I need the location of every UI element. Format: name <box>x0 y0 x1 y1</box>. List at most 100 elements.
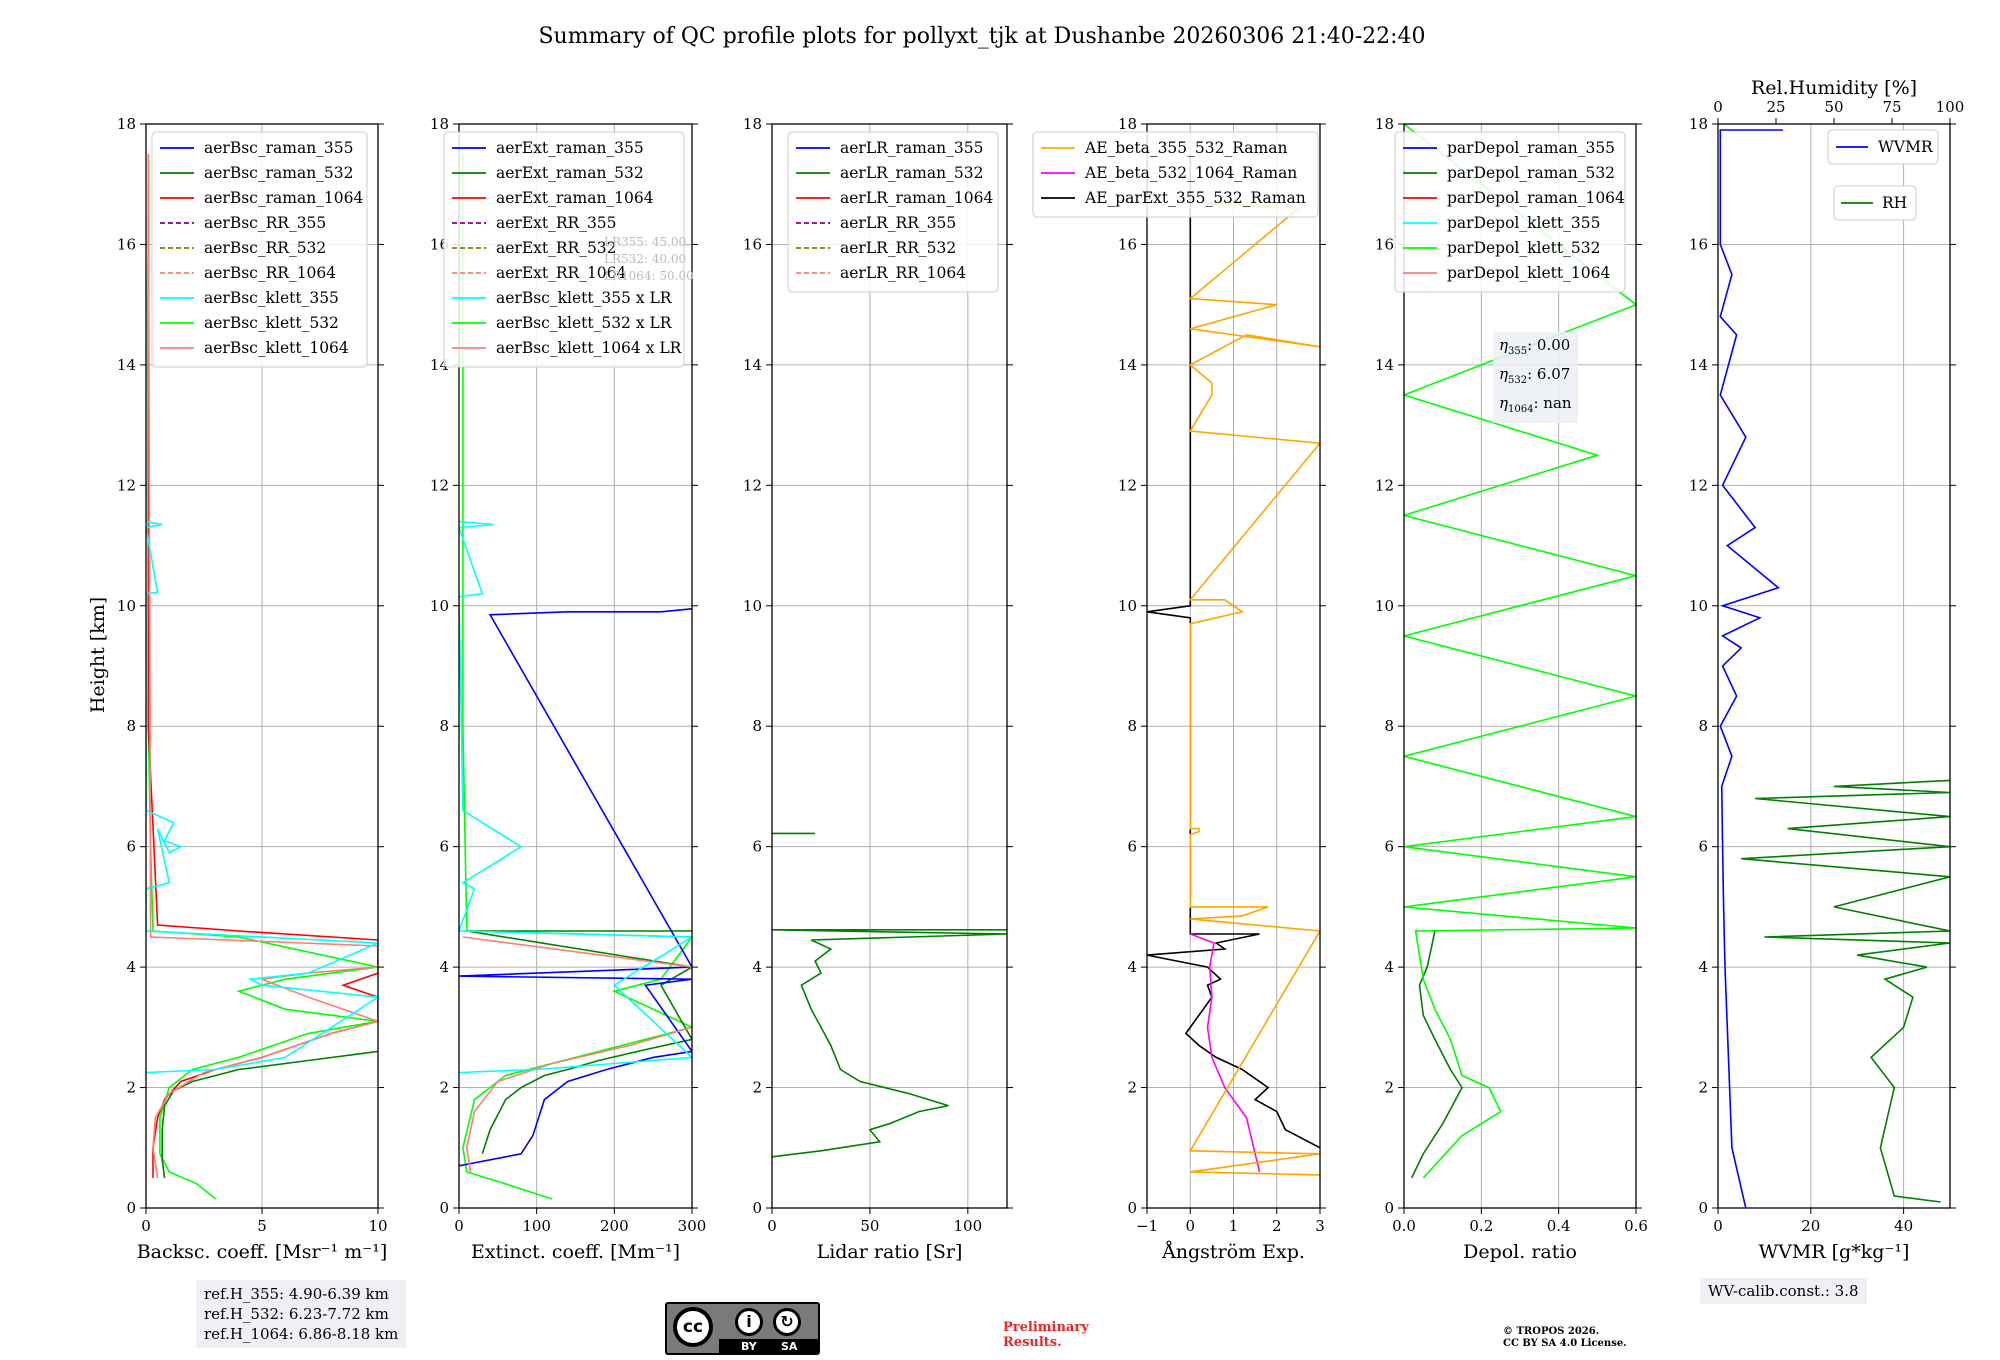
axes-frame <box>1717 123 1951 1209</box>
y-tick-label: 4 <box>126 958 136 976</box>
series-line-aerBsc_klett_1064 <box>147 154 378 1179</box>
legend-label: aerBsc_klett_355 x LR <box>496 289 673 307</box>
y-tick-label: 14 <box>1375 356 1394 374</box>
legend-label: aerLR_raman_532 <box>840 164 983 182</box>
legend-label: aerBsc_RR_355 <box>204 214 326 232</box>
y-tick-label: 0 <box>752 1199 762 1217</box>
wv-calibration-box: WV-calib.const.: 3.8 <box>1700 1278 1867 1304</box>
share-alike-icon: ↻ <box>773 1308 801 1336</box>
y-tick-label: 12 <box>1118 476 1137 494</box>
x-tick-label: 40 <box>1894 1217 1913 1235</box>
y-tick-label: 10 <box>430 597 449 615</box>
x-tick-label: −1 <box>1136 1217 1158 1235</box>
y-tick-label: 18 <box>117 115 136 133</box>
y-tick-label: 10 <box>1118 597 1137 615</box>
x-tick-label: 0.4 <box>1547 1217 1571 1235</box>
x-axis-label: Ångström Exp. <box>1161 1241 1305 1263</box>
y-tick-label: 10 <box>1689 597 1708 615</box>
legend-label: aerExt_raman_355 <box>496 139 644 157</box>
top-x-tick-label: 0 <box>1713 98 1723 116</box>
series-line-aerBsc_klett_1064 x LR <box>462 936 692 1173</box>
legend-box <box>1394 131 1626 293</box>
legend-label: aerBsc_RR_532 <box>204 239 326 257</box>
y-tick-label: 8 <box>1127 717 1137 735</box>
legend-box-rh <box>1833 185 1917 221</box>
lr-note-0: LR355: 45.00 <box>604 235 686 249</box>
eta-355: η355: 0.00 <box>1499 336 1571 357</box>
x-tick-label: 0 <box>1185 1217 1195 1235</box>
y-tick-label: 4 <box>752 958 762 976</box>
series-line-parDepol_klett_532 <box>1404 124 1636 1179</box>
legend-label: aerBsc_klett_532 x LR <box>496 314 673 332</box>
panel-depolarization: 0 2 4 6 8 10 12 14 16 18 0.0 0.2 0.4 0.6 Depol. ratio p… <box>1375 115 1648 1263</box>
x-tick-label: 0 <box>767 1217 777 1235</box>
series-group <box>1404 124 1636 1179</box>
y-tick-label: 14 <box>1689 356 1708 374</box>
y-tick-label: 6 <box>1127 838 1137 856</box>
series-line-aerLR_raman_532 <box>772 928 1007 1158</box>
x-tick-label: 0.2 <box>1469 1217 1493 1235</box>
panel-lidar_ratio: 0 2 4 6 8 10 12 14 16 18 0 50 100 Lidar ratio [Sr] aer… <box>743 115 1013 1263</box>
y-tick-label: 4 <box>439 958 449 976</box>
x-tick-label: 3 <box>1315 1217 1325 1235</box>
y-tick-label: 6 <box>1698 838 1708 856</box>
y-tick-label: 2 <box>126 1079 136 1097</box>
legend-label: aerBsc_klett_1064 <box>204 339 349 357</box>
y-tick-label: 8 <box>439 717 449 735</box>
series-group <box>146 154 378 1200</box>
y-tick-label: 0 <box>1698 1199 1708 1217</box>
legend-label: aerBsc_raman_355 <box>204 139 354 157</box>
y-tick-label: 16 <box>743 235 762 253</box>
ref-height-532: ref.H_532: 6.23-7.72 km <box>204 1305 389 1323</box>
y-tick-label: 18 <box>1689 115 1708 133</box>
y-tick-label: 16 <box>1118 235 1137 253</box>
legend-label: aerLR_RR_532 <box>840 239 956 257</box>
y-tick-label: 10 <box>117 597 136 615</box>
y-tick-label: 18 <box>1375 115 1394 133</box>
legend-label: aerBsc_raman_532 <box>204 164 354 182</box>
x-tick-label: 0 <box>141 1217 151 1235</box>
y-tick-label: 8 <box>126 717 136 735</box>
y-tick-label: 0 <box>126 1199 136 1217</box>
lr-note-1: LR532: 40.00 <box>604 252 686 266</box>
x-tick-label: 0 <box>1713 1217 1723 1235</box>
series-line-AE_beta_532_1064_Raman <box>1190 933 1261 1173</box>
legend-label: aerBsc_klett_355 <box>204 289 339 307</box>
lr-note-2: LR1064: 50.00 <box>604 269 694 283</box>
y-tick-label: 10 <box>743 597 762 615</box>
y-tick-label: 18 <box>743 115 762 133</box>
legend-label: aerLR_RR_1064 <box>840 264 966 282</box>
y-tick-label: 16 <box>1689 235 1708 253</box>
y-tick-label: 16 <box>1375 235 1394 253</box>
x-axis-label: WVMR [g*kg⁻¹] <box>1759 1241 1910 1263</box>
y-tick-label: 12 <box>1689 476 1708 494</box>
x-tick-label: 2 <box>1272 1217 1282 1235</box>
y-tick-label: 6 <box>752 838 762 856</box>
preliminary-note: Preliminary Results. <box>1003 1320 1089 1350</box>
x-tick-label: 300 <box>678 1217 707 1235</box>
legend-label: aerBsc_raman_1064 <box>204 189 364 207</box>
y-tick-label: 2 <box>439 1079 449 1097</box>
series-line-WVMR <box>1719 129 1783 1208</box>
y-tick-label: 6 <box>1384 838 1394 856</box>
x-tick-label: 1 <box>1229 1217 1239 1235</box>
series-line-aerBsc_klett_355 <box>146 274 378 1074</box>
eta-532: η532: 6.07 <box>1499 365 1571 386</box>
y-tick-label: 6 <box>126 838 136 856</box>
x-tick-label: 50 <box>860 1217 879 1235</box>
y-tick-label: 0 <box>1127 1199 1137 1217</box>
legend-label: parDepol_raman_532 <box>1447 164 1615 182</box>
series-group <box>459 154 692 1200</box>
y-tick-label: 4 <box>1127 958 1137 976</box>
legend-box <box>1032 131 1319 218</box>
y-tick-label: 16 <box>117 235 136 253</box>
series-group <box>1147 154 1320 1176</box>
y-tick-label: 2 <box>1384 1079 1394 1097</box>
x-tick-label: 0.6 <box>1624 1217 1648 1235</box>
series-line-aerExt_raman_532 <box>466 930 692 1155</box>
eta-1064: η1064: nan <box>1499 394 1572 415</box>
series-line-aerExt_raman_355 <box>459 608 692 1167</box>
y-tick-label: 14 <box>1118 356 1137 374</box>
legend-label: aerLR_raman_1064 <box>840 189 993 207</box>
